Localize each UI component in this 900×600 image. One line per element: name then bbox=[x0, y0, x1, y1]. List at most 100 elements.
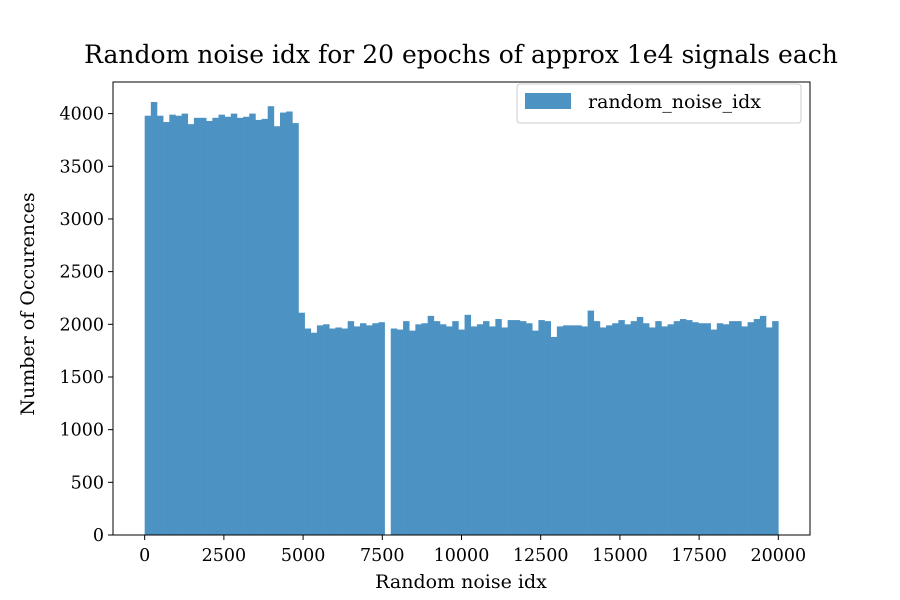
x-tick-label: 7500 bbox=[360, 546, 405, 566]
histogram-bar bbox=[458, 329, 465, 535]
histogram-bar bbox=[766, 327, 773, 535]
histogram-bar bbox=[224, 116, 232, 536]
y-tick-label: 2000 bbox=[59, 315, 104, 335]
histogram-bar bbox=[661, 326, 668, 535]
histogram-bar bbox=[642, 323, 650, 535]
histogram-bar bbox=[655, 321, 662, 535]
histogram-bar bbox=[452, 321, 459, 535]
histogram-bar bbox=[612, 323, 619, 535]
histogram-bar bbox=[495, 319, 502, 535]
histogram-bar bbox=[286, 111, 293, 535]
histogram-bar bbox=[593, 321, 601, 535]
y-tick-label: 500 bbox=[71, 473, 104, 493]
x-tick-label: 17500 bbox=[671, 546, 727, 566]
y-tick-label: 4000 bbox=[59, 105, 104, 125]
histogram-bar bbox=[267, 106, 275, 536]
x-tick-label: 2500 bbox=[202, 546, 247, 566]
histogram-bar bbox=[624, 324, 631, 535]
histogram-bar bbox=[421, 323, 428, 535]
histogram-bar bbox=[193, 117, 201, 535]
histogram-bar bbox=[501, 327, 508, 535]
legend: random_noise_idx bbox=[516, 83, 802, 124]
histogram-bar bbox=[249, 113, 256, 536]
histogram-bar bbox=[366, 325, 373, 535]
histogram-bar bbox=[304, 328, 312, 535]
chart-title: Random noise idx for 20 epochs of approx… bbox=[84, 40, 838, 69]
y-tick-label: 1000 bbox=[59, 421, 104, 441]
histogram-bar bbox=[556, 326, 564, 535]
histogram-bar bbox=[156, 115, 164, 536]
y-tick-label: 0 bbox=[93, 526, 104, 546]
y-tick-label: 2500 bbox=[59, 263, 104, 283]
histogram-bar bbox=[563, 325, 570, 535]
y-tick-label: 3000 bbox=[59, 210, 104, 230]
histogram-bar bbox=[329, 328, 336, 535]
histogram-bar bbox=[341, 328, 348, 535]
histogram-bar bbox=[236, 117, 244, 535]
histogram-bar bbox=[261, 118, 269, 535]
histogram-bar bbox=[692, 322, 699, 535]
histogram-bar bbox=[298, 312, 305, 535]
histogram-bar bbox=[606, 325, 613, 535]
histogram-bar bbox=[673, 321, 681, 535]
x-tick-label: 5000 bbox=[281, 546, 326, 566]
histogram-bar bbox=[206, 120, 213, 536]
x-tick-label: 10000 bbox=[434, 546, 490, 566]
y-axis-label: Number of Occurences bbox=[17, 192, 39, 415]
histogram-bar bbox=[747, 322, 755, 535]
histogram-bar bbox=[200, 117, 207, 535]
histogram-bar bbox=[513, 320, 521, 535]
histogram-bar bbox=[280, 112, 287, 536]
histogram-bar bbox=[704, 323, 711, 535]
histogram-bar bbox=[735, 321, 742, 535]
histogram-bars bbox=[144, 102, 779, 536]
legend-label: random_noise_idx bbox=[588, 91, 761, 113]
histogram-bar bbox=[230, 113, 238, 536]
histogram-bar bbox=[359, 323, 367, 535]
histogram-bar bbox=[575, 325, 582, 535]
histogram-bar bbox=[446, 326, 453, 535]
histogram-bar bbox=[532, 330, 539, 535]
histogram-bar bbox=[415, 324, 422, 535]
histogram-bar bbox=[335, 327, 342, 535]
histogram-bar bbox=[686, 320, 693, 535]
x-tick-label: 15000 bbox=[592, 546, 648, 566]
histogram-bar bbox=[753, 319, 761, 535]
y-tick-label: 1500 bbox=[59, 368, 104, 388]
plot-frame bbox=[112, 81, 811, 536]
histogram-bar bbox=[243, 116, 250, 536]
histogram-bar bbox=[427, 315, 435, 535]
histogram-bar bbox=[630, 321, 638, 535]
histogram-bar bbox=[292, 123, 299, 535]
histogram-bar bbox=[181, 113, 189, 536]
x-tick-label: 0 bbox=[139, 546, 150, 566]
histogram-bar bbox=[464, 314, 472, 535]
histogram-bar bbox=[273, 126, 281, 535]
histogram-bar bbox=[470, 326, 478, 535]
histogram-bar bbox=[218, 114, 225, 535]
histogram-bar bbox=[679, 319, 687, 535]
histogram-bar bbox=[649, 327, 656, 535]
histogram-bar bbox=[741, 326, 748, 535]
histogram-bar bbox=[347, 321, 355, 535]
legend-swatch bbox=[525, 93, 571, 109]
histogram-bar bbox=[390, 328, 398, 535]
histogram-bar bbox=[310, 332, 318, 535]
histogram-bar bbox=[729, 321, 736, 535]
histogram-bar bbox=[667, 324, 675, 535]
histogram-bar bbox=[772, 321, 779, 535]
histogram-bar bbox=[507, 320, 515, 535]
histogram-bar bbox=[187, 124, 195, 536]
histogram-bar bbox=[489, 326, 496, 535]
x-tick-label: 20000 bbox=[750, 546, 806, 566]
histogram-bar bbox=[353, 326, 361, 535]
histogram-bar bbox=[599, 327, 607, 535]
y-tick-label: 3500 bbox=[59, 157, 104, 177]
x-tick-label: 12500 bbox=[513, 546, 569, 566]
legend-frame bbox=[516, 83, 802, 124]
histogram-bar bbox=[433, 321, 441, 535]
histogram-bar bbox=[409, 330, 416, 535]
histogram-bar bbox=[403, 321, 410, 535]
histogram-bar bbox=[550, 336, 558, 535]
